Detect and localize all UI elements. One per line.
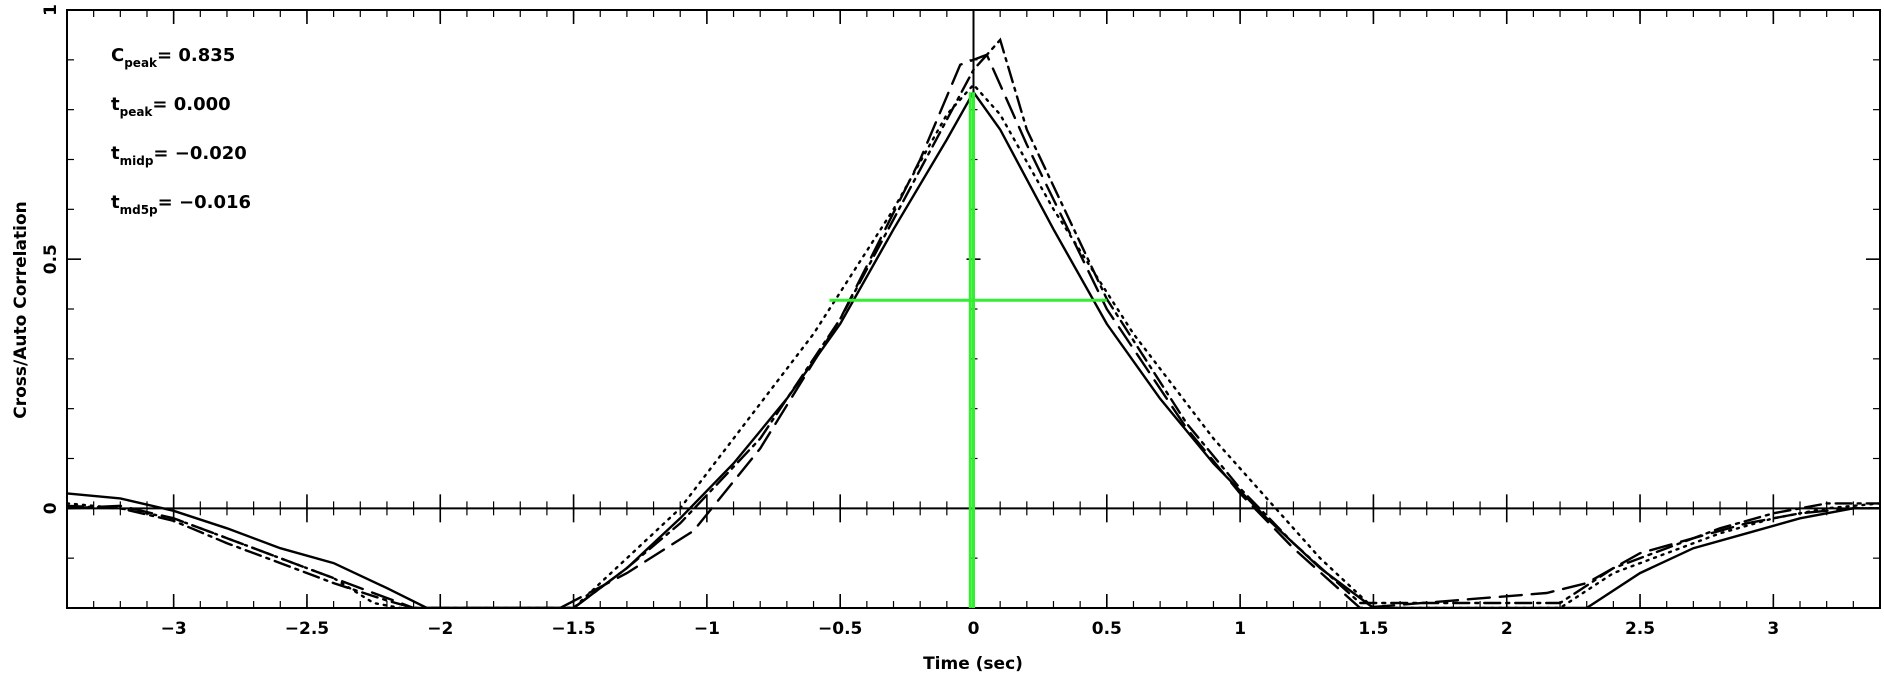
series-line-solid: [67, 89, 1880, 608]
x-axis-title: Time (sec): [923, 654, 1023, 674]
x-tick-label: −2: [427, 619, 453, 639]
annotation-t-midp: tmidp= −0.020: [111, 143, 247, 168]
x-tick-label: −3: [161, 619, 187, 639]
x-tick-label: 1: [1234, 619, 1246, 639]
marker-layer: [829, 92, 1107, 608]
annotation-layer: Cpeak= 0.835 tpeak= 0.000 tmidp= −0.020 tmd…: [111, 45, 251, 217]
y-tick-label: 0.5: [41, 244, 61, 274]
y-axis-title: Cross/Auto Correlation: [11, 201, 31, 418]
annotation-c-peak: Cpeak= 0.835: [111, 45, 235, 70]
annotation-t-md5p: tmd5p= −0.016: [111, 192, 251, 217]
x-tick-label: 3: [1767, 619, 1779, 639]
series-line-dash-dot: [67, 37, 1880, 608]
annotation-t-peak: tpeak= 0.000: [111, 94, 231, 119]
x-tick-label: −1: [694, 619, 720, 639]
x-tick-label: 2: [1501, 619, 1513, 639]
x-tick-label: −1.5: [551, 619, 595, 639]
x-tick-label: 0: [968, 619, 980, 639]
x-tick-label: 2.5: [1625, 619, 1655, 639]
series-layer: [67, 37, 1880, 608]
series-line-dotted: [67, 82, 1880, 608]
x-tick-label: −0.5: [818, 619, 862, 639]
axes-layer: −3 −2.5 −2 −1.5 −1 −0.5 0 0.5 1 1.5 2 2.5 3 0 0.5 1: [41, 4, 1881, 639]
series-line-dashed: [67, 53, 1880, 608]
x-tick-label: −2.5: [285, 619, 329, 639]
y-tick-label: 0: [41, 502, 61, 514]
y-tick-label: 1: [41, 4, 61, 16]
x-tick-label: 0.5: [1092, 619, 1122, 639]
x-tick-label: 1.5: [1358, 619, 1388, 639]
